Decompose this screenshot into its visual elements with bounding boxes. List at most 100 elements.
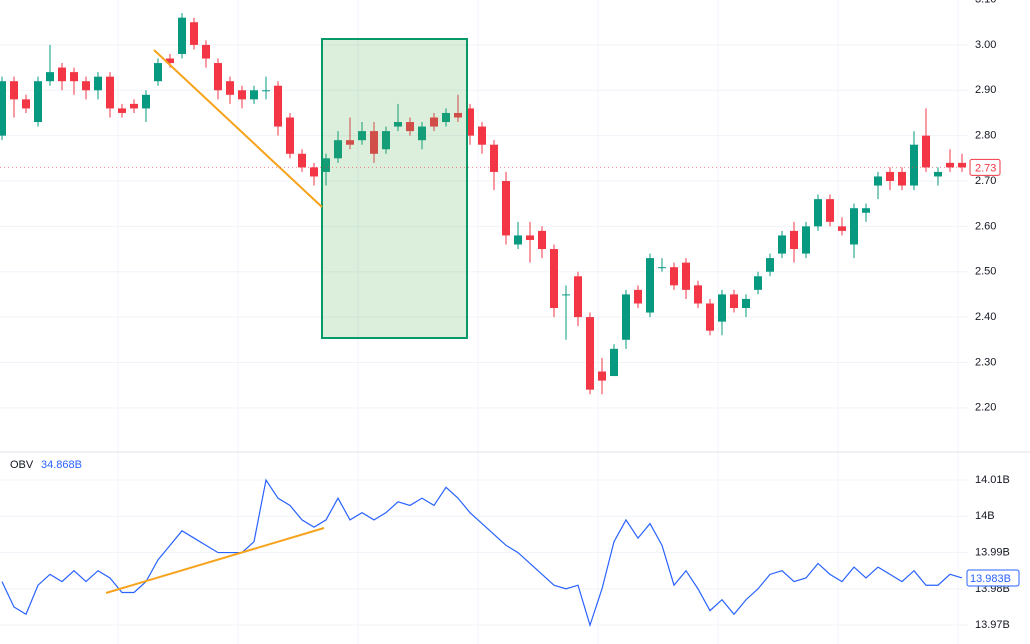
y-tick-label: 2.70 — [975, 175, 996, 187]
candle-body — [346, 140, 354, 145]
candle-body — [730, 294, 738, 309]
candle-body — [298, 153, 306, 168]
candle-body — [886, 171, 894, 181]
candle-body — [58, 67, 66, 82]
candle-body — [910, 144, 918, 186]
candle-body — [334, 140, 342, 159]
last-price-box — [969, 158, 1001, 176]
candle-body — [286, 117, 294, 154]
candle-body — [0, 81, 6, 136]
candle-body — [694, 285, 702, 304]
candle-body — [682, 262, 690, 290]
candle-body — [46, 72, 54, 82]
candle-body — [106, 76, 114, 109]
candle-body — [610, 348, 618, 377]
candle-body — [70, 72, 78, 82]
candle-body — [658, 267, 666, 269]
candle-body — [430, 117, 438, 127]
y-tick-label: 14B — [975, 510, 995, 522]
y-tick-label: 2.20 — [975, 402, 996, 414]
candle-body — [214, 63, 222, 91]
candle-body — [838, 226, 846, 231]
candle-body — [34, 81, 42, 123]
candle-body — [598, 371, 606, 381]
trend-line — [105, 527, 325, 594]
candle-body — [766, 258, 774, 272]
candle-body — [862, 208, 870, 213]
highlight-box — [321, 38, 468, 339]
candle-body — [790, 230, 798, 250]
candle-body — [526, 235, 534, 240]
candle-body — [358, 131, 366, 141]
candle-body — [322, 158, 330, 172]
candle-body — [370, 131, 378, 154]
y-tick-label: 3.10 — [975, 0, 996, 5]
last-value-box — [966, 569, 1020, 587]
candle-body — [238, 90, 246, 100]
candle-body — [934, 171, 942, 177]
candle-body — [406, 122, 414, 132]
candle-body — [514, 235, 522, 245]
candle-body — [94, 76, 102, 91]
candle-body — [250, 90, 258, 100]
candle-body — [394, 122, 402, 127]
candle-body — [10, 81, 18, 100]
indicator-name: OBV — [10, 459, 34, 471]
candle-body — [418, 126, 426, 141]
vertical-grid — [117, 0, 959, 644]
candle-body — [262, 90, 270, 92]
candle-body — [898, 171, 906, 186]
y-tick-label: 2.50 — [975, 266, 996, 278]
y-tick-label: 2.60 — [975, 220, 996, 232]
candle-body — [190, 22, 198, 45]
candle-body — [802, 226, 810, 254]
y-tick-label: 2.80 — [975, 130, 996, 142]
candle-body — [118, 108, 126, 113]
candle-body — [82, 81, 90, 91]
candle-body — [466, 108, 474, 136]
candle-body — [166, 58, 174, 64]
last-price-label: 2.73 — [975, 162, 996, 174]
candle-body — [958, 162, 966, 168]
candle-body — [478, 126, 486, 145]
candle-body — [274, 85, 282, 127]
candle-body — [646, 258, 654, 313]
candle-body — [442, 112, 450, 123]
y-tick-label: 2.40 — [975, 311, 996, 323]
candle-body — [850, 208, 858, 245]
candle-body — [562, 294, 570, 296]
y-tick-label: 2.90 — [975, 84, 996, 96]
y-tick-label: 14.01B — [975, 474, 1010, 486]
candle-body — [778, 235, 786, 254]
indicator-value: 34.868B — [41, 459, 82, 471]
trend-line — [153, 49, 323, 208]
candle-body — [874, 176, 882, 186]
candle-body — [502, 180, 510, 236]
candle-body — [946, 162, 954, 168]
y-tick-label: 13.97B — [975, 619, 1010, 631]
y-tick-label: 13.99B — [975, 546, 1010, 558]
candle-body — [154, 63, 162, 82]
candle-body — [634, 289, 642, 304]
y-tick-label: 3.00 — [975, 39, 996, 51]
candle-body — [178, 17, 186, 54]
candle-body — [742, 298, 750, 309]
candle-body — [538, 230, 546, 250]
candle-body — [718, 294, 726, 322]
candle-body — [382, 131, 390, 150]
candle-body — [490, 144, 498, 172]
candle-body — [670, 267, 678, 286]
candle-body — [454, 112, 462, 118]
candle-body — [310, 167, 318, 177]
candle-body — [226, 81, 234, 95]
candle-body — [826, 199, 834, 222]
y-tick-label: 2.30 — [975, 356, 996, 368]
candle-body — [814, 199, 822, 227]
candle-body — [574, 276, 582, 318]
candle-body — [754, 276, 762, 290]
last-value-label: 13.983B — [970, 573, 1011, 585]
candle-body — [586, 317, 594, 390]
candle-body — [706, 303, 714, 331]
candle-body — [550, 249, 558, 309]
